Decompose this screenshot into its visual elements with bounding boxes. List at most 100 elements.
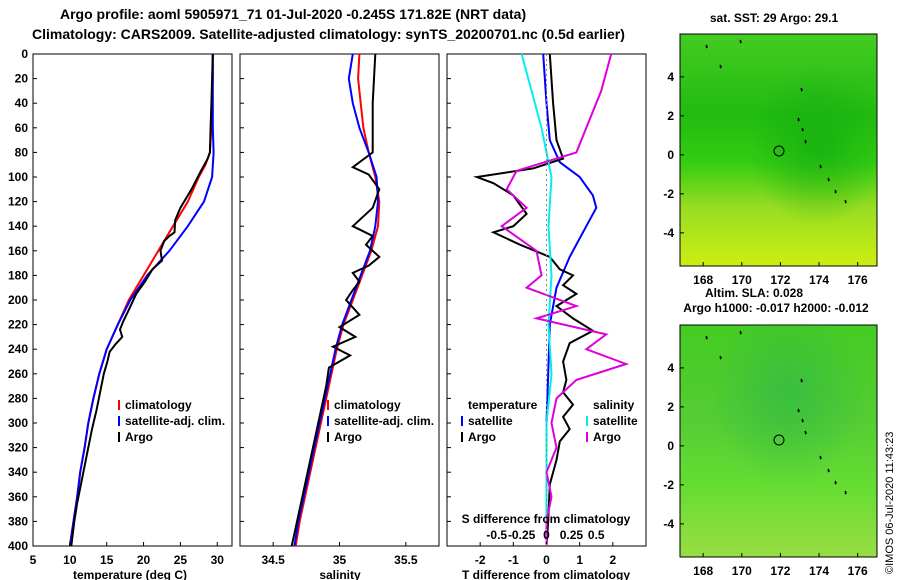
x-tick-label: 35.5 <box>394 553 418 567</box>
legend-label-argo: Argo <box>125 430 153 444</box>
island-mark <box>801 127 804 132</box>
imos-watermark: ©IMOS 06-Jul-2020 11:43:23 <box>884 431 896 574</box>
x-tick-label: 35 <box>333 553 347 567</box>
island-mark <box>739 330 742 335</box>
salinity-panel-frame <box>239 53 440 547</box>
legend-swatch-temp-satellite <box>461 416 463 426</box>
depth-tick-label: 280 <box>8 391 28 405</box>
depth-tick-label: 240 <box>8 342 28 356</box>
series-line-climatology <box>68 54 214 547</box>
island-mark <box>739 39 742 44</box>
map-lon-label: 168 <box>693 564 713 578</box>
depth-tick-label: 380 <box>8 514 28 528</box>
depth-tick-label: 20 <box>15 72 29 86</box>
island-mark <box>819 164 822 169</box>
s-diff-tick-label: 0.5 <box>588 528 605 542</box>
map-lon-label: 170 <box>732 564 752 578</box>
series-line-argo <box>290 53 381 547</box>
depth-tick-label: 80 <box>15 145 29 159</box>
legend-label-climatology: climatology <box>125 398 192 412</box>
series-line-temperature-argo <box>472 53 595 547</box>
depth-tick-label: 160 <box>8 244 28 258</box>
legend-swatch-temp-argo <box>461 432 463 442</box>
island-mark <box>797 117 800 122</box>
map-lon-label: 174 <box>809 273 829 287</box>
temperature-axis-label: temperature (deg C) <box>73 568 187 580</box>
island-mark <box>801 418 804 423</box>
x-tick-label: 30 <box>211 553 225 567</box>
series-line-argo <box>70 53 214 547</box>
island-mark <box>719 64 722 69</box>
legend-label-temp-argo: Argo <box>468 430 496 444</box>
depth-tick-label: 200 <box>8 293 28 307</box>
island-mark <box>705 335 708 340</box>
legend-swatch-argo <box>118 432 120 442</box>
map-lat-label: -2 <box>663 187 674 201</box>
temperature-legend: climatology satellite-adj. clim. Argo <box>118 398 225 444</box>
depth-tick-label: 100 <box>8 170 28 184</box>
island-mark <box>705 44 708 49</box>
depth-tick-label: 220 <box>8 318 28 332</box>
map-lat-label: 2 <box>667 400 674 414</box>
x-tick-label: 2 <box>609 553 616 567</box>
map-lat-label: 0 <box>667 148 674 162</box>
map2-title-line1: Altim. SLA: 0.028 <box>705 286 803 300</box>
island-mark <box>834 480 837 485</box>
island-mark <box>834 189 837 194</box>
island-mark <box>804 430 807 435</box>
map1-title: sat. SST: 29 Argo: 29.1 <box>710 11 839 25</box>
map-lon-label: 170 <box>732 273 752 287</box>
difference-legend: temperature satellite Argo salinity sate… <box>461 398 638 444</box>
x-tick-label: 0 <box>543 553 550 567</box>
depth-tick-label: 260 <box>8 367 28 381</box>
legend-swatch-argo <box>327 432 329 442</box>
legend-swatch-sal-satellite <box>586 416 588 426</box>
island-mark <box>800 87 803 92</box>
series-line-satellite-adj-clim- <box>68 54 215 547</box>
depth-tick-label: 360 <box>8 490 28 504</box>
series-line-temperature-satellite <box>542 53 598 546</box>
depth-tick-label: 340 <box>8 465 28 479</box>
depth-tick-label: 140 <box>8 219 28 233</box>
s-diff-tick-label: -0.5 <box>486 528 507 542</box>
depth-tick-label: 180 <box>8 268 28 282</box>
x-tick-label: 34.5 <box>261 553 285 567</box>
map2-argo-marker <box>773 434 785 446</box>
island-mark <box>827 468 830 473</box>
map-lon-label: 172 <box>770 273 790 287</box>
legend-swatch-satellite <box>118 416 120 426</box>
map-lon-label: 168 <box>693 273 713 287</box>
legend-label-argo: Argo <box>334 430 362 444</box>
map-lat-label: -2 <box>663 478 674 492</box>
depth-tick-label: 320 <box>8 441 28 455</box>
t-difference-axis-label: T difference from climatology <box>462 568 630 580</box>
x-tick-label: 20 <box>137 553 151 567</box>
x-tick-label: 5 <box>30 553 37 567</box>
legend-label-satellite: satellite-adj. clim. <box>125 414 225 428</box>
legend-label-sal-satellite: satellite <box>593 414 638 428</box>
x-tick-label: 25 <box>174 553 188 567</box>
island-mark <box>827 177 830 182</box>
x-tick-label: 10 <box>63 553 77 567</box>
island-mark <box>804 139 807 144</box>
island-mark <box>800 378 803 383</box>
legend-label-satellite: satellite-adj. clim. <box>334 414 434 428</box>
x-tick-label: -1 <box>508 553 519 567</box>
title-line-1: Argo profile: aoml 5905971_71 01-Jul-202… <box>60 6 527 22</box>
map2-title-line2: Argo h1000: -0.017 h2000: -0.012 <box>683 301 869 315</box>
s-diff-tick-label: 0.25 <box>560 528 584 542</box>
legend-heading-temperature: temperature <box>468 398 538 412</box>
island-mark <box>719 355 722 360</box>
salinity-legend: climatology satellite-adj. clim. Argo <box>327 398 434 444</box>
depth-tick-label: 120 <box>8 195 28 209</box>
map-lat-label: -4 <box>663 226 674 240</box>
island-mark <box>819 455 822 460</box>
map-lon-label: 176 <box>848 273 868 287</box>
depth-tick-label: 60 <box>15 121 29 135</box>
map-lon-label: 176 <box>848 564 868 578</box>
title-line-2: Climatology: CARS2009. Satellite-adjuste… <box>32 26 625 42</box>
legend-label-sal-argo: Argo <box>593 430 621 444</box>
map1-overlay <box>680 34 877 266</box>
legend-swatch-satellite <box>327 416 329 426</box>
